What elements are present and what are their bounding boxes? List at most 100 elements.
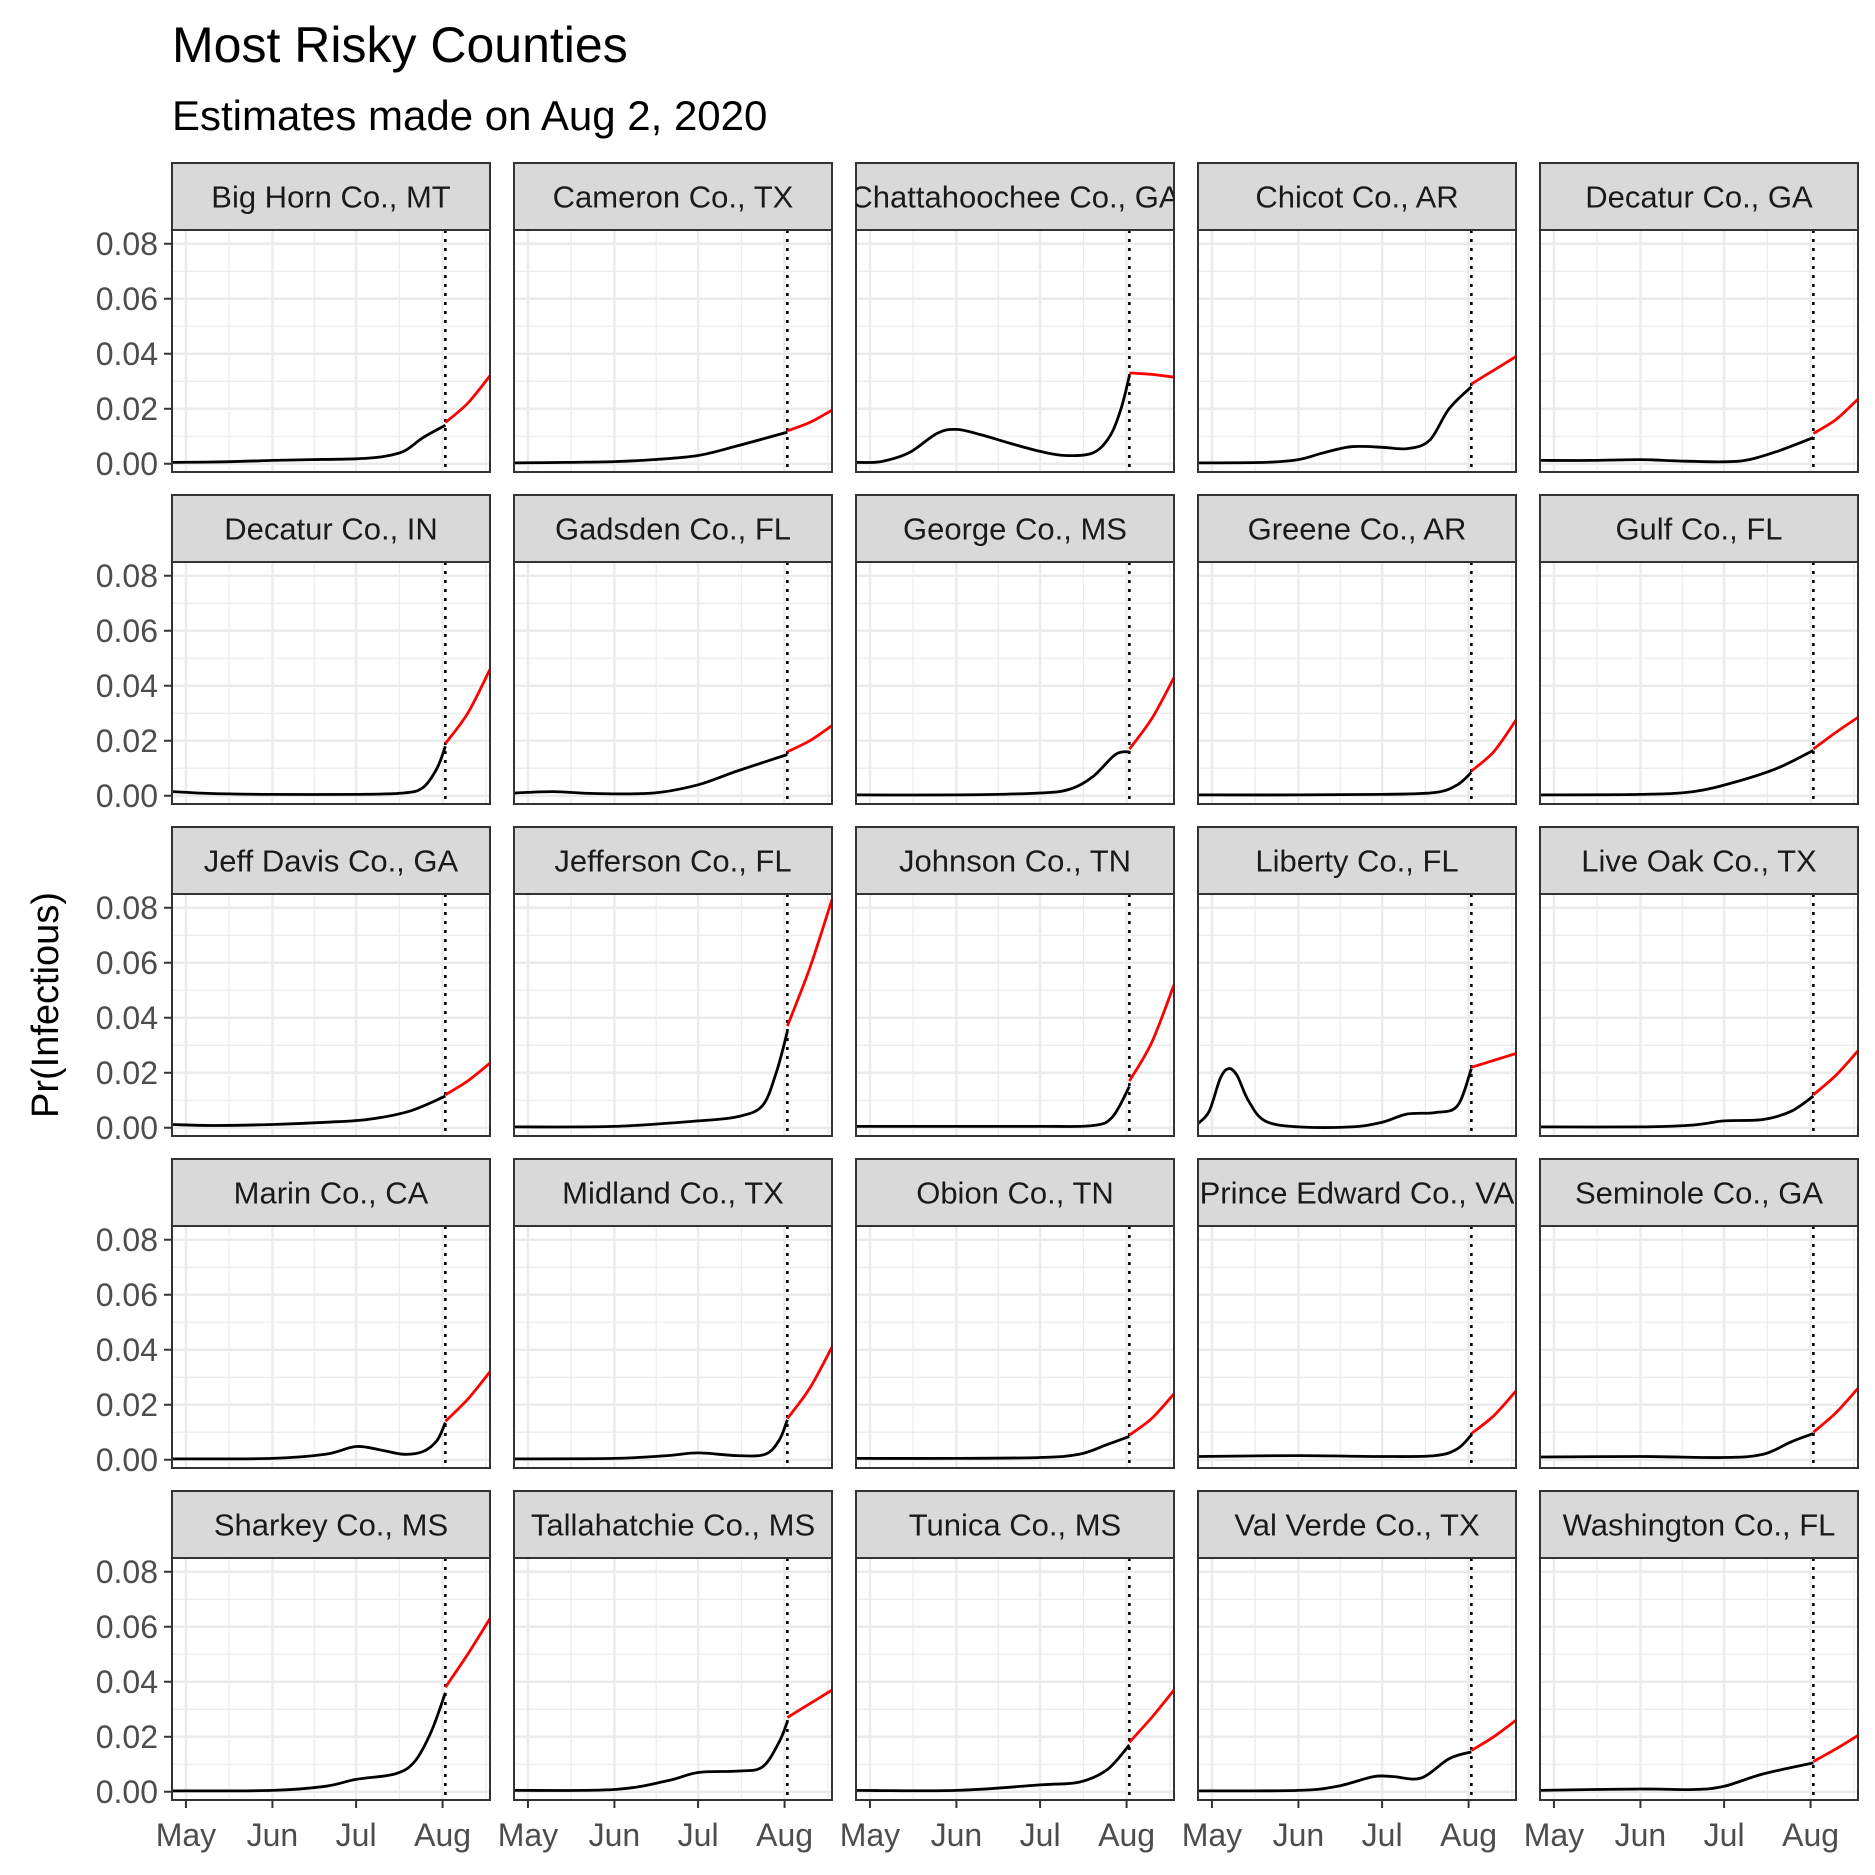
plot-background bbox=[1540, 894, 1858, 1136]
y-tick-label: 0.02 bbox=[96, 1387, 158, 1423]
facet-strip bbox=[1197, 1490, 1517, 1559]
panel-border bbox=[1197, 1557, 1517, 1801]
y-tick-label: 0.06 bbox=[96, 613, 158, 649]
history-line bbox=[1197, 385, 1473, 465]
forecast-line bbox=[786, 1346, 834, 1420]
history-line bbox=[171, 1094, 446, 1127]
plot-background bbox=[856, 1226, 1174, 1468]
history-line bbox=[1539, 1094, 1815, 1129]
history-line bbox=[1539, 1432, 1814, 1459]
plot-background bbox=[172, 230, 490, 472]
forecast-line bbox=[1812, 1734, 1859, 1763]
x-tick-label: Jul bbox=[1020, 1817, 1061, 1853]
y-tick-label: 0.02 bbox=[96, 391, 158, 427]
facet-strip bbox=[1539, 494, 1859, 563]
panel-border bbox=[1197, 561, 1517, 805]
forecast-line bbox=[1812, 716, 1859, 751]
facet-strip-label: Jefferson Co., FL bbox=[554, 844, 791, 879]
forecast-line bbox=[1812, 1387, 1860, 1434]
facet-tallahatchie-co-ms: Tallahatchie Co., MS May Jun Jul Aug bbox=[498, 1490, 833, 1853]
facet-decatur-co-ga: Decatur Co., GA bbox=[1539, 162, 1859, 473]
forecast-line bbox=[1128, 1689, 1176, 1744]
facet-strip bbox=[855, 826, 1175, 895]
facet-strip-label: Midland Co., TX bbox=[562, 1176, 784, 1211]
facet-strip bbox=[1539, 1158, 1859, 1227]
plot-background bbox=[172, 1558, 490, 1800]
facet-strip-label: Liberty Co., FL bbox=[1255, 844, 1458, 879]
panel-border bbox=[171, 893, 491, 1137]
history-line bbox=[513, 753, 788, 796]
facet-big-horn-co-mt: Big Horn Co., MT 0.00 0.02 0.04 0.06 0.08 bbox=[96, 162, 492, 482]
facet-strip bbox=[1539, 162, 1859, 231]
forecast-line bbox=[1470, 1390, 1518, 1435]
facet-strip bbox=[513, 1490, 833, 1559]
facet-strip-label: Big Horn Co., MT bbox=[211, 180, 451, 215]
x-tick-label: May bbox=[1182, 1817, 1242, 1853]
facet-strip-label: Prince Edward Co., VA bbox=[1200, 1176, 1515, 1211]
x-tick-label: Jun bbox=[1273, 1817, 1325, 1853]
x-tick-label: Jun bbox=[1615, 1817, 1667, 1853]
facet-strip bbox=[855, 162, 1175, 231]
x-tick-label: Jul bbox=[1704, 1817, 1745, 1853]
forecast-line bbox=[1129, 371, 1175, 379]
forecast-line bbox=[1128, 984, 1176, 1082]
x-tick-label: Jul bbox=[678, 1817, 719, 1853]
y-tick-label: 0.08 bbox=[96, 558, 158, 594]
x-tick-label: May bbox=[840, 1817, 900, 1853]
forecast-line bbox=[444, 374, 492, 424]
forecast-line bbox=[786, 1688, 833, 1719]
facet-strip-label: Sharkey Co., MS bbox=[214, 1508, 448, 1543]
x-tick-label: May bbox=[1524, 1817, 1584, 1853]
facet-gulf-co-fl: Gulf Co., FL bbox=[1539, 494, 1859, 805]
facet-strip-label: Decatur Co., IN bbox=[224, 512, 438, 547]
panel-border bbox=[1197, 1225, 1517, 1469]
y-tick-label: 0.02 bbox=[96, 1719, 158, 1755]
facet-strip-label: Tallahatchie Co., MS bbox=[531, 1508, 815, 1543]
forecast-line bbox=[786, 899, 834, 1027]
facet-cameron-co-tx: Cameron Co., TX bbox=[513, 162, 833, 473]
x-tick-label: Jun bbox=[247, 1817, 299, 1853]
panel-border bbox=[513, 1225, 833, 1469]
plot-background bbox=[856, 230, 1174, 472]
panel-border bbox=[1539, 229, 1859, 473]
facet-strip-label: Greene Co., AR bbox=[1248, 512, 1467, 547]
history-line bbox=[171, 424, 447, 464]
panel-border bbox=[855, 1225, 1175, 1469]
facet-strip bbox=[513, 162, 833, 231]
facet-marin-co-ca: Marin Co., CA 0.00 0.02 0.04 0.06 0.08 bbox=[96, 1158, 492, 1478]
forecast-line bbox=[444, 1370, 492, 1423]
facet-strip-label: Gadsden Co., FL bbox=[555, 512, 791, 547]
facet-decatur-co-in: Decatur Co., IN 0.00 0.02 0.04 0.06 0.08 bbox=[96, 494, 492, 814]
facet-obion-co-tn: Obion Co., TN bbox=[855, 1158, 1176, 1469]
forecast-line bbox=[786, 408, 833, 433]
facet-strip bbox=[1197, 826, 1517, 895]
facet-washington-co-fl: Washington Co., FL May Jun Jul Aug bbox=[1524, 1490, 1859, 1853]
y-tick-label: 0.00 bbox=[96, 1774, 158, 1810]
facet-strip-label: Marin Co., CA bbox=[234, 1176, 429, 1211]
facet-strip-label: Chicot Co., AR bbox=[1255, 180, 1458, 215]
y-tick-label: 0.02 bbox=[96, 723, 158, 759]
plot-background bbox=[1198, 230, 1516, 472]
facet-george-co-ms: George Co., MS bbox=[855, 494, 1176, 805]
y-tick-label: 0.04 bbox=[96, 668, 158, 704]
forecast-line bbox=[786, 724, 833, 754]
facet-strip bbox=[1197, 1158, 1517, 1227]
facet-strip bbox=[171, 494, 491, 563]
facet-midland-co-tx: Midland Co., TX bbox=[513, 1158, 834, 1469]
history-line bbox=[855, 750, 1130, 797]
forecast-line bbox=[1128, 676, 1176, 750]
plot-background bbox=[1540, 230, 1858, 472]
history-line bbox=[513, 1031, 789, 1129]
history-line bbox=[1539, 436, 1814, 464]
plot-background bbox=[1198, 1558, 1516, 1800]
y-tick-label: 0.06 bbox=[96, 1277, 158, 1313]
x-tick-label: Aug bbox=[756, 1817, 813, 1853]
history-line bbox=[513, 430, 788, 465]
y-axis-label: Pr(Infectious) bbox=[25, 892, 67, 1118]
panel-border bbox=[855, 561, 1175, 805]
facet-strip-label: Jeff Davis Co., GA bbox=[204, 844, 459, 879]
plot-background bbox=[514, 230, 832, 472]
facet-strip bbox=[171, 826, 491, 895]
facet-strip-label: Val Verde Co., TX bbox=[1234, 1508, 1480, 1543]
y-tick-label: 0.00 bbox=[96, 446, 158, 482]
